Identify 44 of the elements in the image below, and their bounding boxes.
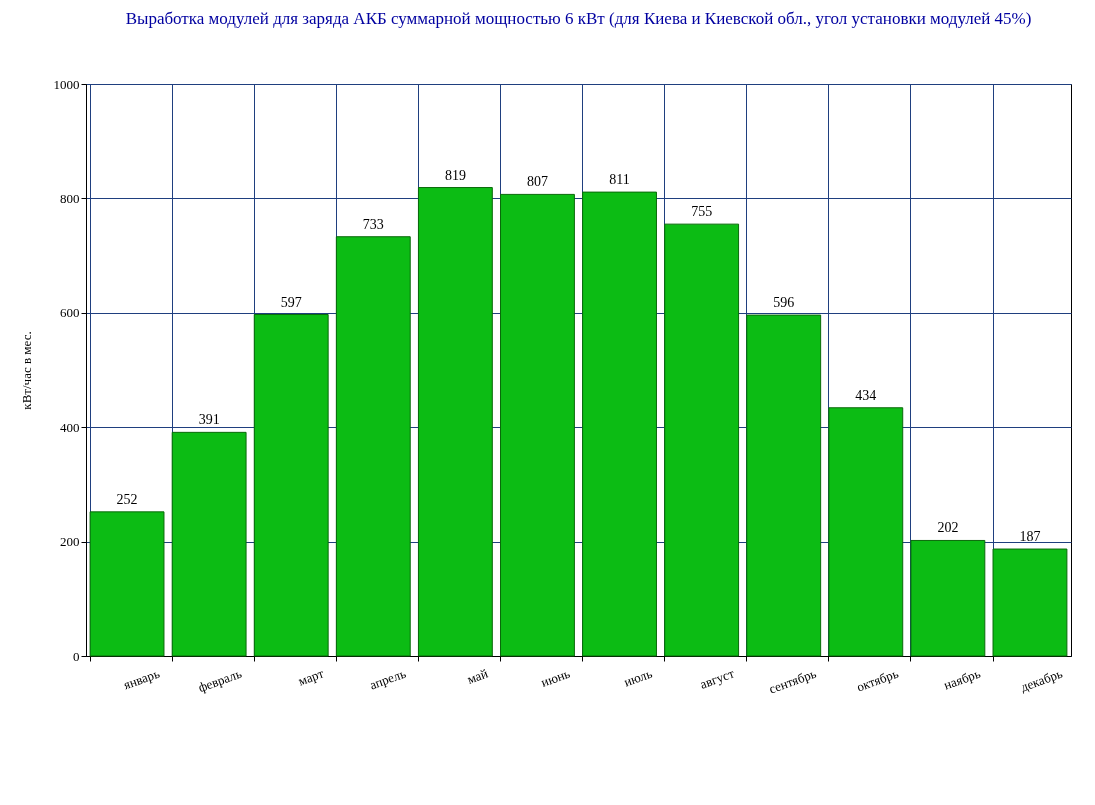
bar bbox=[582, 191, 657, 657]
x-tick-label: октябрь bbox=[854, 665, 901, 695]
data-label: 391 bbox=[198, 412, 220, 428]
y-tick-label: 600 bbox=[60, 305, 80, 321]
x-tick-label: июль bbox=[621, 665, 655, 690]
y-tick-label: 0 bbox=[73, 648, 80, 664]
bar bbox=[664, 223, 740, 657]
x-tick-label: июнь bbox=[538, 665, 572, 690]
bar bbox=[417, 187, 493, 657]
x-tick-label: декабрь bbox=[1018, 665, 1065, 695]
chart-title: Выработка модулей для заряда АКБ суммарной мощностью 6 кВт (для Киева и Киевской обл., угол установки модулей 45%) bbox=[125, 9, 1032, 28]
x-tick-label: февраль bbox=[196, 665, 244, 696]
data-label: 596 bbox=[773, 295, 795, 311]
bar bbox=[335, 236, 411, 657]
data-label: 811 bbox=[609, 172, 630, 188]
data-label: 733 bbox=[362, 216, 384, 232]
bar bbox=[910, 539, 986, 657]
y-tick-label: 800 bbox=[60, 190, 80, 206]
bar bbox=[828, 407, 904, 657]
data-label: 202 bbox=[937, 520, 959, 536]
bar bbox=[89, 511, 165, 657]
data-label: 434 bbox=[855, 387, 877, 403]
y-tick-label: 1000 bbox=[53, 76, 80, 92]
data-label: 807 bbox=[526, 174, 548, 190]
data-label: 819 bbox=[444, 167, 466, 183]
x-tick-label: сентябрь bbox=[766, 665, 819, 697]
x-tick-label: наябрь bbox=[941, 665, 983, 693]
x-tick-label: май bbox=[465, 665, 490, 687]
y-axis-title: кВт/час в мес. bbox=[18, 331, 34, 410]
data-label: 755 bbox=[691, 204, 713, 220]
x-tick-label: январь bbox=[121, 665, 162, 693]
x-tick-label: апрель bbox=[367, 665, 408, 693]
y-tick-label: 400 bbox=[60, 419, 80, 435]
y-tick-label: 200 bbox=[60, 534, 80, 550]
data-label: 597 bbox=[280, 294, 302, 310]
bar bbox=[746, 314, 822, 657]
bar bbox=[253, 314, 329, 657]
x-tick-label: август bbox=[697, 665, 737, 692]
data-label: 252 bbox=[116, 491, 138, 507]
bar bbox=[992, 548, 1068, 657]
x-tick-label: март bbox=[296, 665, 326, 689]
data-label: 187 bbox=[1019, 529, 1041, 545]
bar bbox=[500, 193, 575, 657]
bar bbox=[171, 431, 247, 657]
